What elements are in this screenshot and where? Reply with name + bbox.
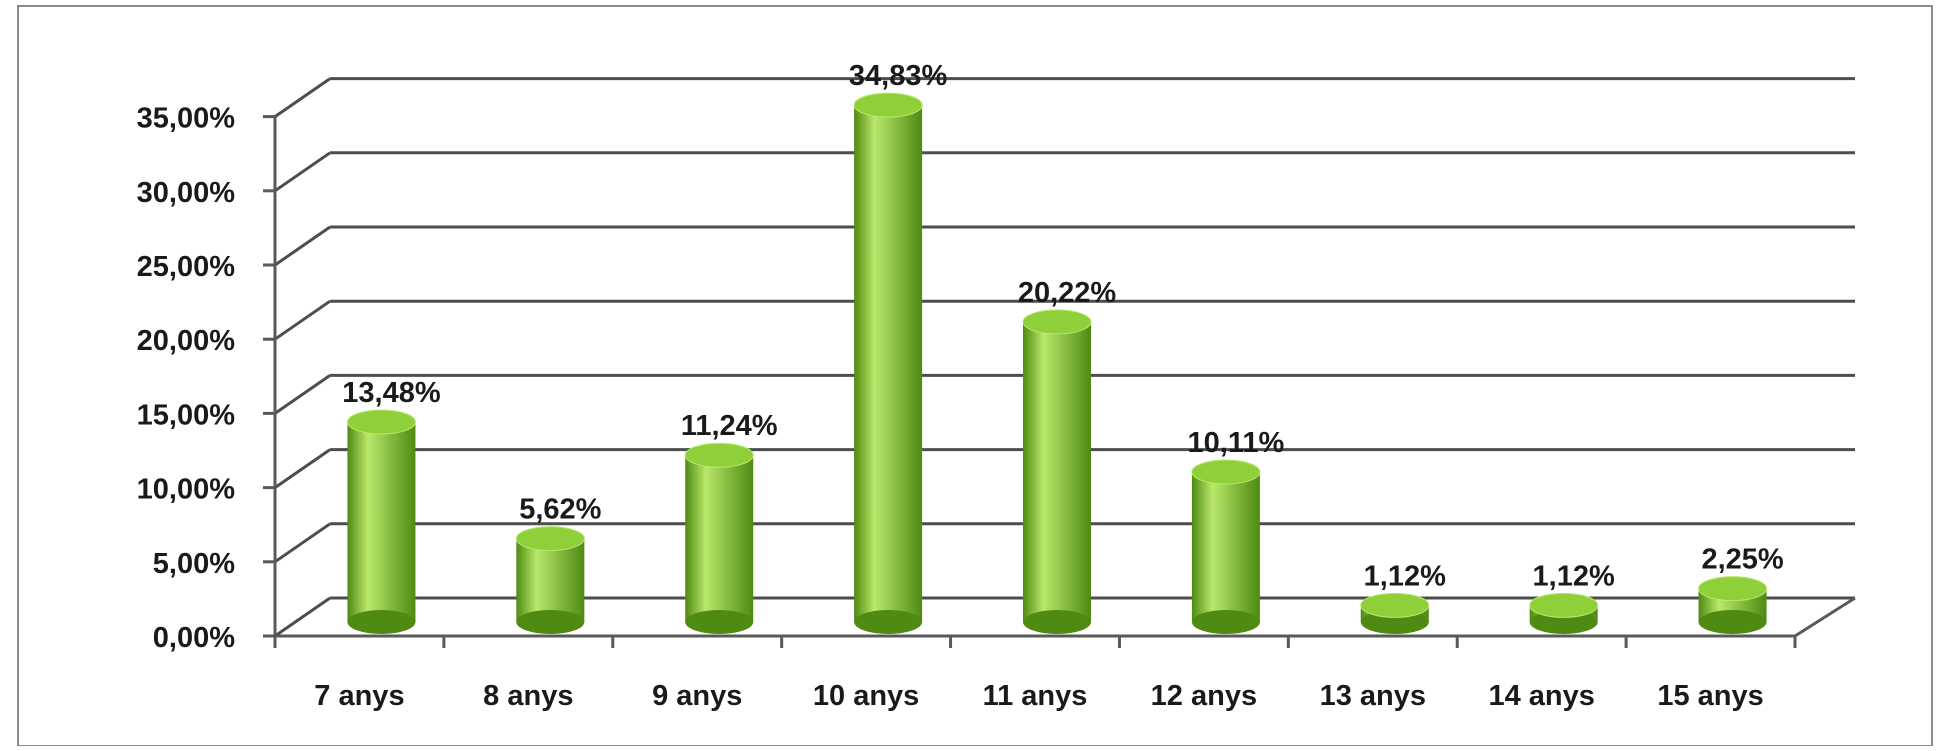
data-label-1: 5,62% bbox=[519, 494, 601, 526]
y-tick-label-7: 35,00% bbox=[137, 103, 236, 135]
x-tick-label-5: 12 anys bbox=[1151, 680, 1257, 712]
x-tick-label-8: 15 anys bbox=[1657, 680, 1763, 712]
x-tick-label-1: 8 anys bbox=[483, 680, 573, 712]
gridline-side-1 bbox=[274, 522, 331, 564]
bar-bottom-1 bbox=[516, 610, 585, 634]
x-tick-label-4: 11 anys bbox=[983, 680, 1088, 712]
y-tick-label-2: 10,00% bbox=[137, 474, 236, 506]
y-tick-label-1: 5,00% bbox=[153, 548, 235, 580]
bar-bottom-5 bbox=[1191, 610, 1260, 634]
bar-body-0 bbox=[347, 421, 416, 622]
y-tick-label-3: 15,00% bbox=[137, 399, 236, 431]
bar-body-1 bbox=[516, 538, 585, 622]
data-label-6: 1,12% bbox=[1364, 560, 1446, 592]
bar-bottom-4 bbox=[1023, 610, 1091, 634]
bar-top-8 bbox=[1698, 576, 1768, 602]
gridline-side-4 bbox=[274, 299, 331, 341]
y-tick-label-0: 0,00% bbox=[153, 622, 235, 654]
gridline-side-0 bbox=[274, 596, 331, 638]
bar-top-0 bbox=[346, 409, 416, 435]
gridline-side-2 bbox=[274, 448, 331, 489]
bar-bottom-2 bbox=[685, 610, 754, 634]
y-tick-label-6: 30,00% bbox=[137, 177, 236, 209]
y-tick-label-4: 20,00% bbox=[137, 325, 236, 357]
data-label-7: 1,12% bbox=[1533, 560, 1615, 592]
bar-top-2 bbox=[684, 442, 754, 468]
bar-body-3 bbox=[854, 105, 923, 622]
data-label-8: 2,25% bbox=[1701, 544, 1783, 576]
bar-bottom-8 bbox=[1698, 610, 1767, 634]
bar-top-1 bbox=[515, 526, 585, 552]
bar-bottom-0 bbox=[347, 610, 416, 634]
bar-body-4 bbox=[1023, 321, 1091, 622]
gridline-side-7 bbox=[274, 77, 331, 118]
bar-body-5 bbox=[1191, 471, 1260, 622]
data-label-0: 13,48% bbox=[342, 377, 441, 409]
data-label-3: 34,83% bbox=[849, 60, 948, 92]
gridline-side-6 bbox=[274, 151, 331, 193]
labels-layer: 0,00% 5,00% 10,00% 15,00% 20,00% 25,00% 30,00%… bbox=[137, 60, 1784, 712]
x-tick-label-6: 13 anys bbox=[1320, 680, 1426, 712]
x-tick-label-3: 10 anys bbox=[813, 680, 919, 712]
data-label-5: 10,11% bbox=[1188, 427, 1285, 459]
data-label-4: 20,22% bbox=[1018, 277, 1117, 309]
bar-top-3 bbox=[853, 92, 923, 118]
x-tick-label-7: 14 anys bbox=[1488, 680, 1594, 712]
gridline-side-3 bbox=[274, 374, 331, 415]
gridline-side-5 bbox=[274, 225, 331, 267]
bar-top-4 bbox=[1022, 309, 1092, 335]
x-tick-label-0: 7 anys bbox=[314, 680, 404, 712]
bars-layer bbox=[346, 92, 1768, 634]
floor-right-edge bbox=[1794, 596, 1856, 638]
bar-top-6 bbox=[1360, 592, 1430, 618]
data-label-2: 11,24% bbox=[681, 410, 778, 442]
bar-top-5 bbox=[1191, 459, 1261, 485]
bar-body-2 bbox=[685, 455, 754, 622]
bar-top-7 bbox=[1529, 592, 1599, 618]
y-tick-label-5: 25,00% bbox=[137, 251, 236, 283]
x-tick-label-2: 9 anys bbox=[652, 680, 742, 712]
bar-bottom-3 bbox=[854, 610, 923, 634]
